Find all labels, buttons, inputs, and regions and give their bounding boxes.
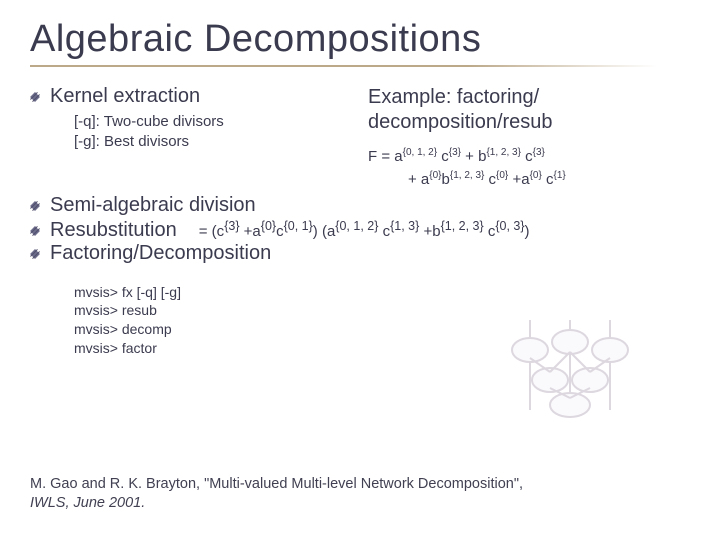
bullet-semi-algebraic: Semi-algebraic division — [30, 194, 690, 217]
kernel-options: [-q]: Two-cube divisors [-g]: Best divis… — [74, 112, 360, 153]
option-q: [-q]: Two-cube divisors — [74, 112, 360, 132]
diamond-icon — [30, 92, 40, 102]
mvsis-commands: mvsis> fx [-q] [-g] mvsis> resub mvsis> … — [74, 283, 690, 359]
full-width-bullets: Semi-algebraic division Resubstitution =… — [30, 194, 690, 359]
diamond-icon — [30, 201, 40, 211]
bullet-text: Kernel extraction — [50, 85, 200, 108]
bullet-kernel-extraction: Kernel extraction — [30, 85, 360, 108]
content-columns: Kernel extraction [-q]: Two-cube divisor… — [30, 85, 690, 192]
cmd-fx: mvsis> fx [-q] [-g] — [74, 283, 690, 302]
citation-authors: M. Gao and R. K. Brayton, "Multi-valued … — [30, 476, 523, 492]
cmd-resub: mvsis> resub — [74, 301, 690, 320]
bullet-resubstitution-row: Resubstitution = (c{3} +a{0}c{0, 1}) (a{… — [30, 219, 690, 242]
bullet-text: Resubstitution — [50, 219, 177, 242]
diamond-icon — [30, 226, 40, 236]
example-heading: Example: factoring/ decomposition/resub — [368, 85, 690, 135]
bullet-text: Semi-algebraic division — [50, 194, 256, 217]
slide-title: Algebraic Decompositions — [30, 18, 690, 61]
bullet-factoring: Factoring/Decomposition — [30, 242, 690, 265]
formula-F-line2: + a{0}b{1, 2, 3} c{0} +a{0} c{1} — [368, 168, 690, 191]
formula-F: F = a{0, 1, 2} c{3} + b{1, 2, 3} c{3} — [368, 145, 690, 168]
left-column: Kernel extraction [-q]: Two-cube divisor… — [30, 85, 360, 192]
bullet-text: Factoring/Decomposition — [50, 242, 271, 265]
resub-formula: = (c{3} +a{0}c{0, 1}) (a{0, 1, 2} c{1, 3… — [199, 219, 530, 240]
citation: M. Gao and R. K. Brayton, "Multi-valued … — [30, 475, 523, 514]
diamond-icon — [30, 249, 40, 259]
cmd-decomp: mvsis> decomp — [74, 320, 690, 339]
right-column: Example: factoring/ decomposition/resub … — [360, 85, 690, 192]
title-underline — [30, 65, 657, 67]
cmd-factor: mvsis> factor — [74, 339, 690, 358]
citation-venue: IWLS, June 2001. — [30, 495, 145, 511]
option-g: [-g]: Best divisors — [74, 132, 360, 152]
